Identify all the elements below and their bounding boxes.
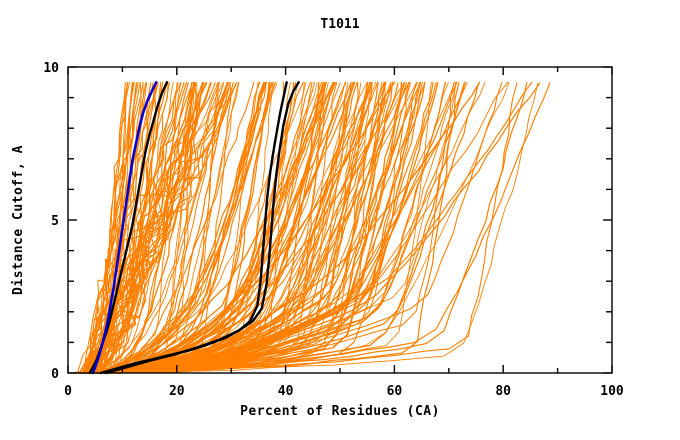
ensemble-curve bbox=[97, 82, 198, 374]
ensemble-curve bbox=[102, 81, 240, 374]
ensemble-curve bbox=[94, 82, 528, 374]
ensemble-curve bbox=[82, 82, 157, 374]
plot-frame bbox=[67, 66, 613, 374]
x-tick-label: 0 bbox=[64, 384, 72, 399]
ensemble-curve bbox=[94, 81, 195, 374]
ensemble-curve bbox=[100, 82, 212, 374]
highlight-curve-blue-reference bbox=[91, 81, 158, 375]
ensemble-curve bbox=[79, 82, 334, 374]
y-tick-label: 10 bbox=[43, 61, 59, 76]
ensemble-curve bbox=[84, 82, 539, 374]
y-tick-label: 5 bbox=[51, 214, 59, 229]
ensemble-curve bbox=[78, 346, 207, 374]
x-axis-tick-labels: 0 20 40 60 80 100 bbox=[64, 384, 624, 399]
ensemble-curve bbox=[79, 81, 219, 374]
ensemble-curve bbox=[89, 82, 128, 374]
ensemble-curve bbox=[86, 81, 406, 374]
ensemble-curve bbox=[82, 82, 139, 374]
ensemble-curve bbox=[88, 81, 481, 374]
ensemble-curve bbox=[88, 82, 195, 374]
x-tick-label: 40 bbox=[278, 384, 294, 399]
y-tick-label: 0 bbox=[51, 367, 59, 382]
x-tick-label: 100 bbox=[600, 384, 624, 399]
ensemble-curve bbox=[78, 346, 255, 374]
ensemble-curve bbox=[88, 81, 347, 374]
ensemble-curves bbox=[74, 81, 551, 374]
highlight-curves bbox=[88, 81, 300, 375]
x-tick-label: 20 bbox=[169, 384, 185, 399]
y-axis-label: Distance Cutoff, A bbox=[11, 145, 26, 295]
ensemble-curve bbox=[78, 81, 446, 374]
ensemble-curve bbox=[78, 82, 273, 374]
ensemble-curve bbox=[89, 82, 129, 374]
ensemble-curve bbox=[95, 82, 456, 373]
ensemble-curve bbox=[78, 346, 270, 374]
highlight-curve-black-reference-mid bbox=[104, 81, 300, 375]
ensemble-curve bbox=[88, 82, 480, 374]
x-tick-label: 80 bbox=[495, 384, 511, 399]
y-axis-tick-labels: 0 5 10 bbox=[43, 61, 59, 382]
ensemble-curve bbox=[85, 82, 139, 374]
ensemble-curve bbox=[82, 81, 385, 374]
ensemble-curve bbox=[95, 82, 188, 374]
chart-title: T1011 bbox=[320, 17, 359, 32]
ensemble-curve bbox=[80, 82, 518, 374]
ensemble-curve bbox=[92, 81, 486, 373]
x-axis-label: Percent of Residues (CA) bbox=[240, 404, 440, 419]
x-tick-label: 60 bbox=[387, 384, 403, 399]
ensemble-curve bbox=[104, 81, 268, 374]
ensemble-curve bbox=[99, 82, 238, 374]
ensemble-curve bbox=[104, 81, 255, 373]
ensemble-curve bbox=[84, 82, 551, 374]
ensemble-curve bbox=[85, 82, 232, 374]
